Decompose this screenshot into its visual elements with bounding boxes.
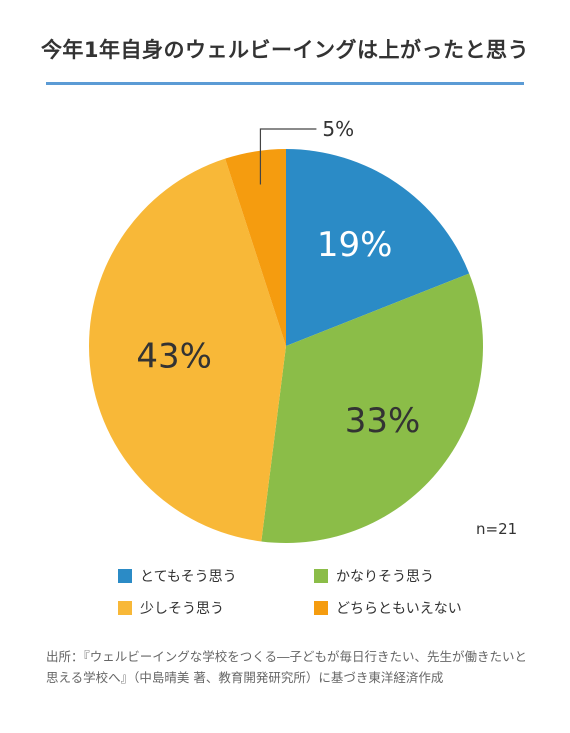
source-note: 出所：『ウェルビーイングな学校をつくる―子どもが毎日行きたい、先生が働きたいと思… <box>46 649 528 685</box>
legend-swatch <box>314 569 328 583</box>
sample-size-label: n=21 <box>476 520 518 538</box>
legend-item: どちらともいえない <box>314 598 478 618</box>
legend-item: とてもそう思う <box>118 566 314 586</box>
slice-value-label: 5% <box>322 117 354 141</box>
pie-labels: 19% 33% 43% <box>136 225 420 441</box>
pie-slice <box>261 273 483 543</box>
title-underline <box>46 82 524 85</box>
slice-value-label: 19% <box>317 225 393 265</box>
legend-label: とてもそう思う <box>140 569 237 585</box>
slice-value-label: 43% <box>136 337 212 377</box>
pie-slice <box>286 149 470 346</box>
callout-line <box>259 128 317 185</box>
chart-title: 今年1年自身のウェルビーイングは上がったと思う <box>40 38 530 62</box>
legend: とてもそう思う かなりそう思う 少しそう思う どちらともいえない <box>118 566 478 618</box>
pie-callout: 5% <box>259 117 354 185</box>
pie-slices <box>88 149 483 543</box>
legend-swatch <box>118 601 132 615</box>
pie-chart: 5% 19% 33% 43% <box>88 117 483 543</box>
legend-item: かなりそう思う <box>314 566 478 586</box>
legend-label: かなりそう思う <box>336 569 434 585</box>
legend-label: 少しそう思う <box>140 601 224 617</box>
legend-swatch <box>118 569 132 583</box>
pie-slice <box>225 149 286 346</box>
legend-label: どちらともいえない <box>336 601 462 617</box>
slice-value-label: 33% <box>345 401 421 441</box>
pie-slice <box>88 158 287 542</box>
legend-swatch <box>314 601 328 615</box>
legend-item: 少しそう思う <box>118 598 314 618</box>
